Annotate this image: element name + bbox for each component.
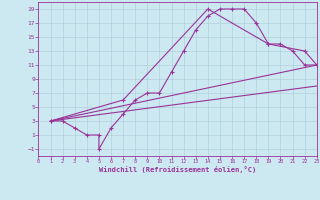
X-axis label: Windchill (Refroidissement éolien,°C): Windchill (Refroidissement éolien,°C) xyxy=(99,166,256,173)
